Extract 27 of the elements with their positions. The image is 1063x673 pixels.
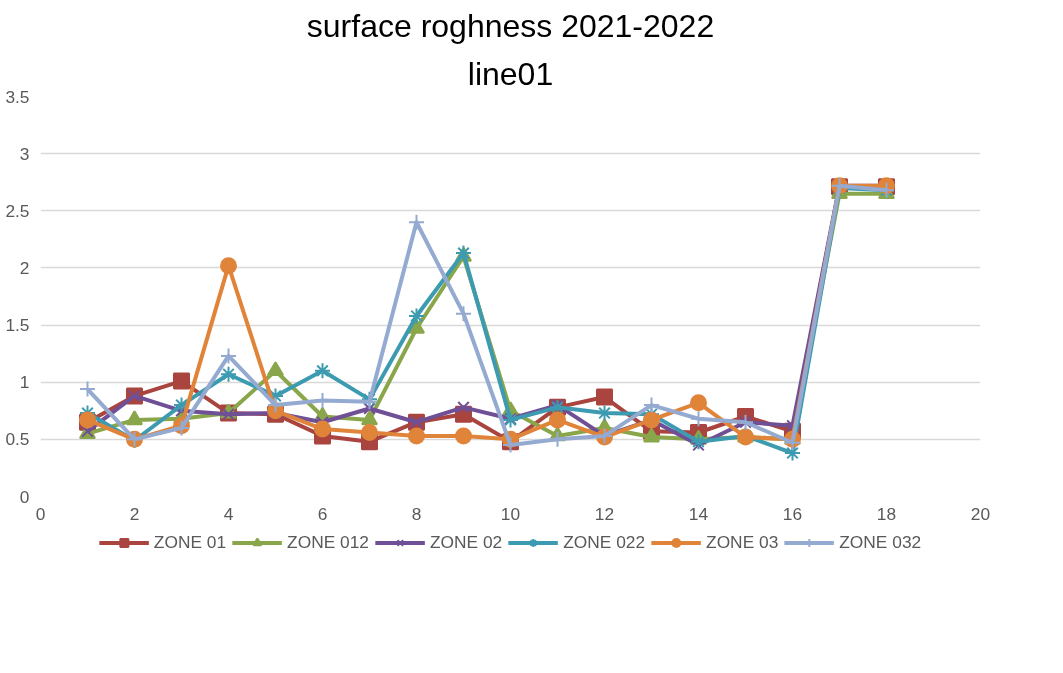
legend-label: ZONE 012 — [287, 531, 369, 553]
legend-label: ZONE 02 — [429, 531, 503, 553]
y-tick-label: 2 — [19, 257, 30, 278]
x-tick-label: 18 — [876, 503, 897, 524]
chart-title: surface roghness 2021-2022 — [306, 7, 715, 44]
x-tick-label: 8 — [411, 503, 422, 524]
y-tick-label: 0 — [19, 486, 30, 507]
x-tick-label: 6 — [317, 503, 328, 524]
x-tick-label: 12 — [594, 503, 615, 524]
x-tick-label: 2 — [129, 503, 140, 524]
y-tick-label: 1 — [19, 372, 30, 393]
legend-label: ZONE 022 — [563, 531, 646, 553]
chart-subtitle: line01 — [467, 55, 554, 92]
legend-label: ZONE 032 — [839, 531, 922, 553]
y-tick-label: 1.5 — [5, 315, 30, 336]
y-tick-label: 2.5 — [5, 200, 30, 221]
x-tick-label: 4 — [223, 503, 234, 524]
y-tick-label: 0.5 — [5, 429, 30, 450]
legend-label: ZONE 01 — [153, 531, 227, 553]
y-tick-label: 3.5 — [5, 86, 30, 107]
x-tick-label: 0 — [35, 503, 46, 524]
x-tick-label: 10 — [500, 503, 521, 524]
x-tick-label: 20 — [970, 503, 991, 524]
x-tick-label: 14 — [688, 503, 709, 524]
x-tick-label: 16 — [782, 503, 803, 524]
y-tick-label: 3 — [19, 143, 30, 164]
legend-label: ZONE 03 — [706, 531, 779, 553]
